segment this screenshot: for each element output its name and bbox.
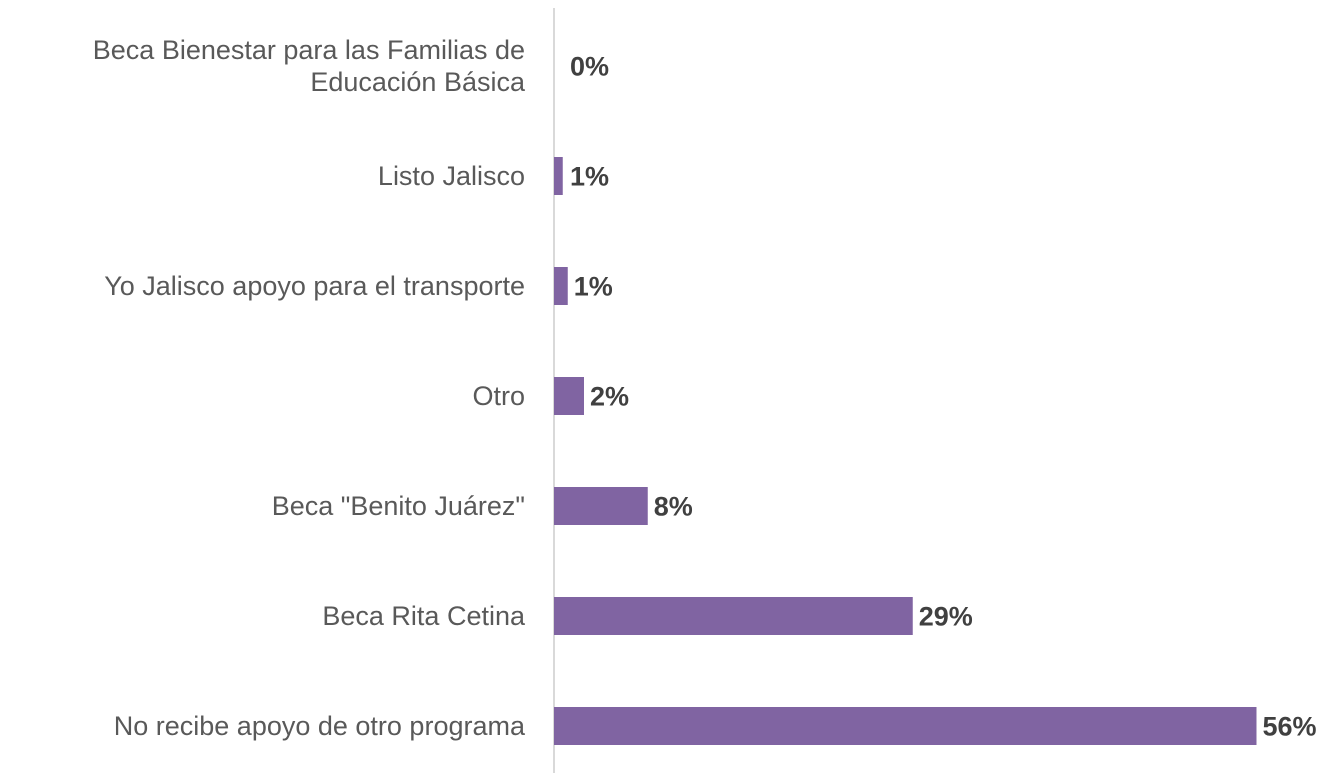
bar [554, 597, 913, 635]
category-label: Otro [472, 381, 525, 411]
value-label: 1% [570, 161, 610, 192]
category-label: Listo Jalisco [377, 161, 525, 191]
bar [554, 267, 568, 305]
value-label: 29% [918, 601, 973, 632]
category-label: Beca Rita Cetina [322, 601, 525, 631]
bar [554, 157, 563, 195]
value-label: 8% [653, 491, 693, 522]
value-label: 56% [1262, 711, 1317, 742]
category-label: Yo Jalisco apoyo para el transporte [104, 271, 525, 301]
category-label: Beca "Benito Juárez" [271, 491, 525, 521]
value-label: 1% [573, 271, 613, 302]
category-label: Beca Bienestar para las Familias de Educ… [92, 35, 525, 97]
value-label: 2% [590, 381, 630, 412]
category-label: No recibe apoyo de otro programa [113, 711, 525, 741]
bar [554, 487, 648, 525]
bar [554, 707, 1257, 745]
bar [554, 377, 584, 415]
value-label: 0% [570, 51, 610, 82]
